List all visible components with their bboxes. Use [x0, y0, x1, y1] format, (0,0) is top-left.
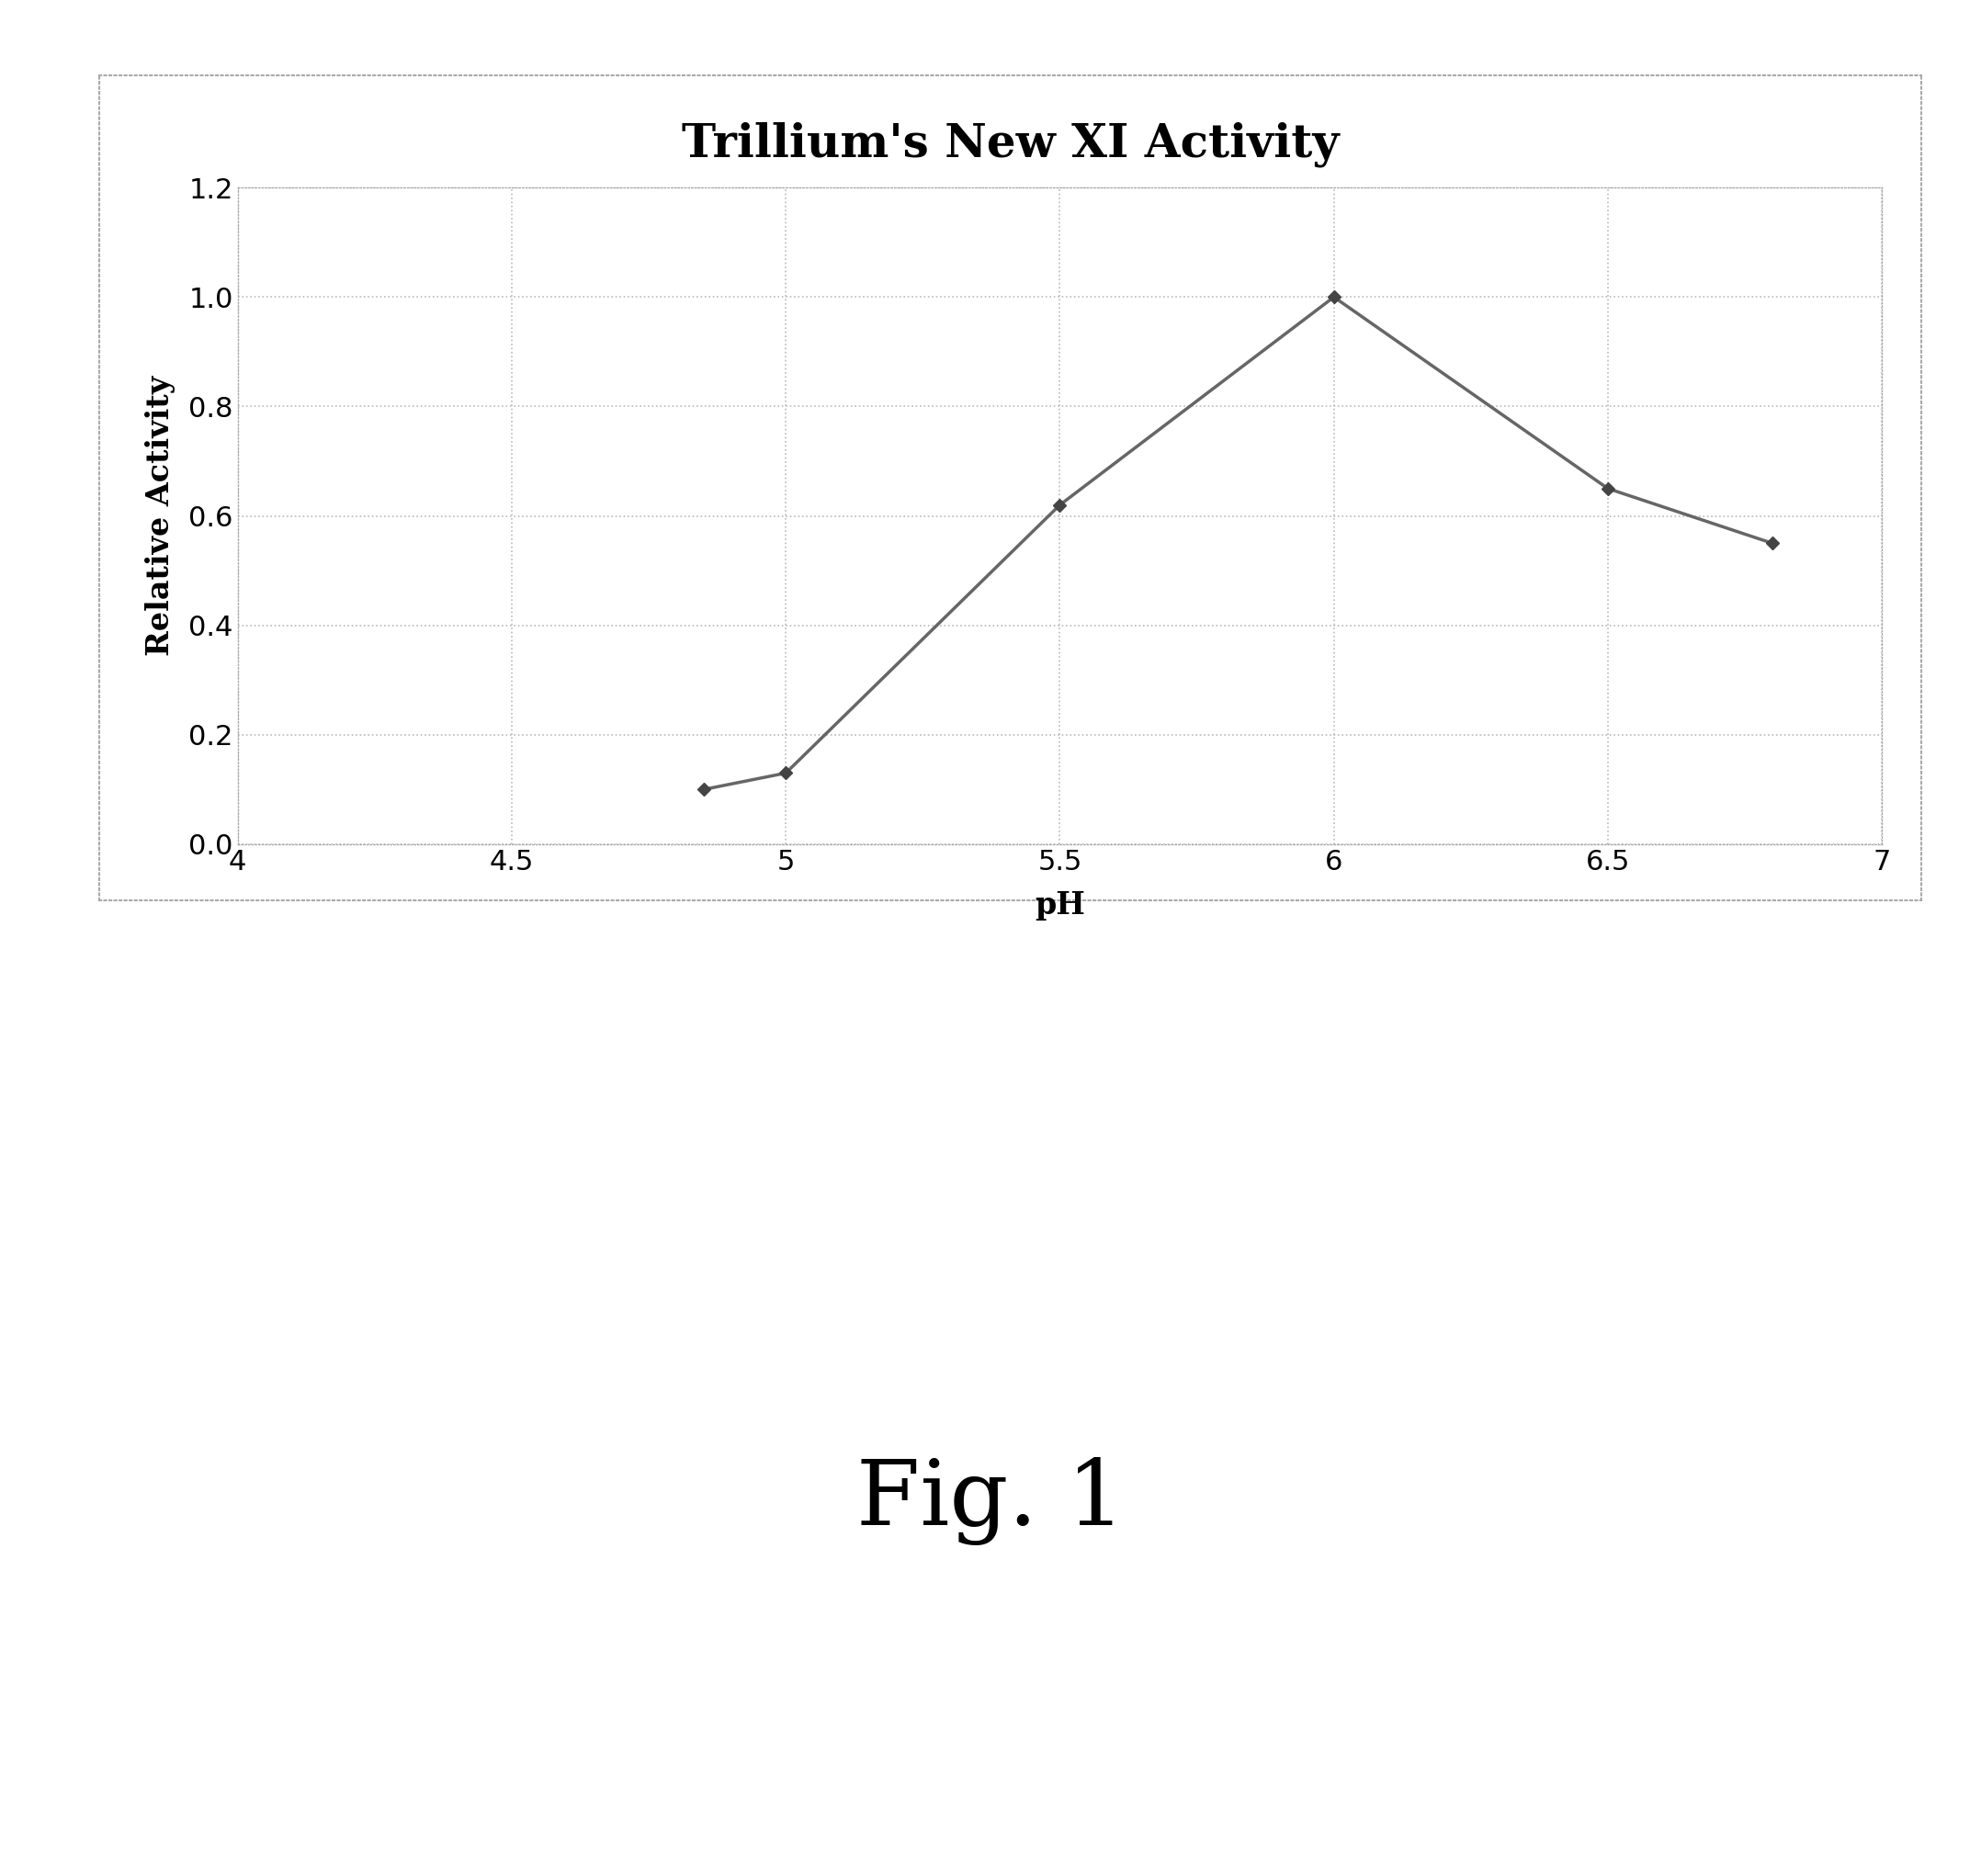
Y-axis label: Relative Activity: Relative Activity — [147, 375, 176, 657]
X-axis label: pH: pH — [1034, 891, 1086, 921]
Text: Trillium's New XI Activity: Trillium's New XI Activity — [681, 122, 1339, 167]
Text: Fig. 1: Fig. 1 — [856, 1456, 1125, 1546]
